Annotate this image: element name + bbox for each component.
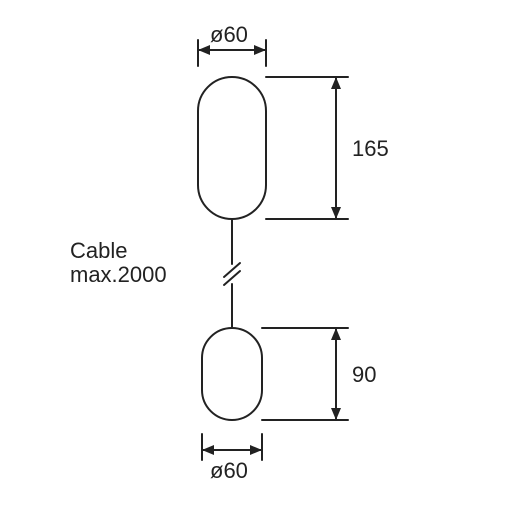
dim-bottom-width-label: ø60 bbox=[210, 458, 248, 483]
cable-label-line2: max.2000 bbox=[70, 262, 167, 287]
pendant-outline bbox=[202, 328, 262, 420]
cable-label-line1: Cable bbox=[70, 238, 127, 263]
ceiling-cup-outline bbox=[198, 77, 266, 219]
dim-bottom-height-label: 90 bbox=[352, 362, 376, 387]
dim-top-width-label: ø60 bbox=[210, 22, 248, 47]
dim-top-height-label: 165 bbox=[352, 136, 389, 161]
